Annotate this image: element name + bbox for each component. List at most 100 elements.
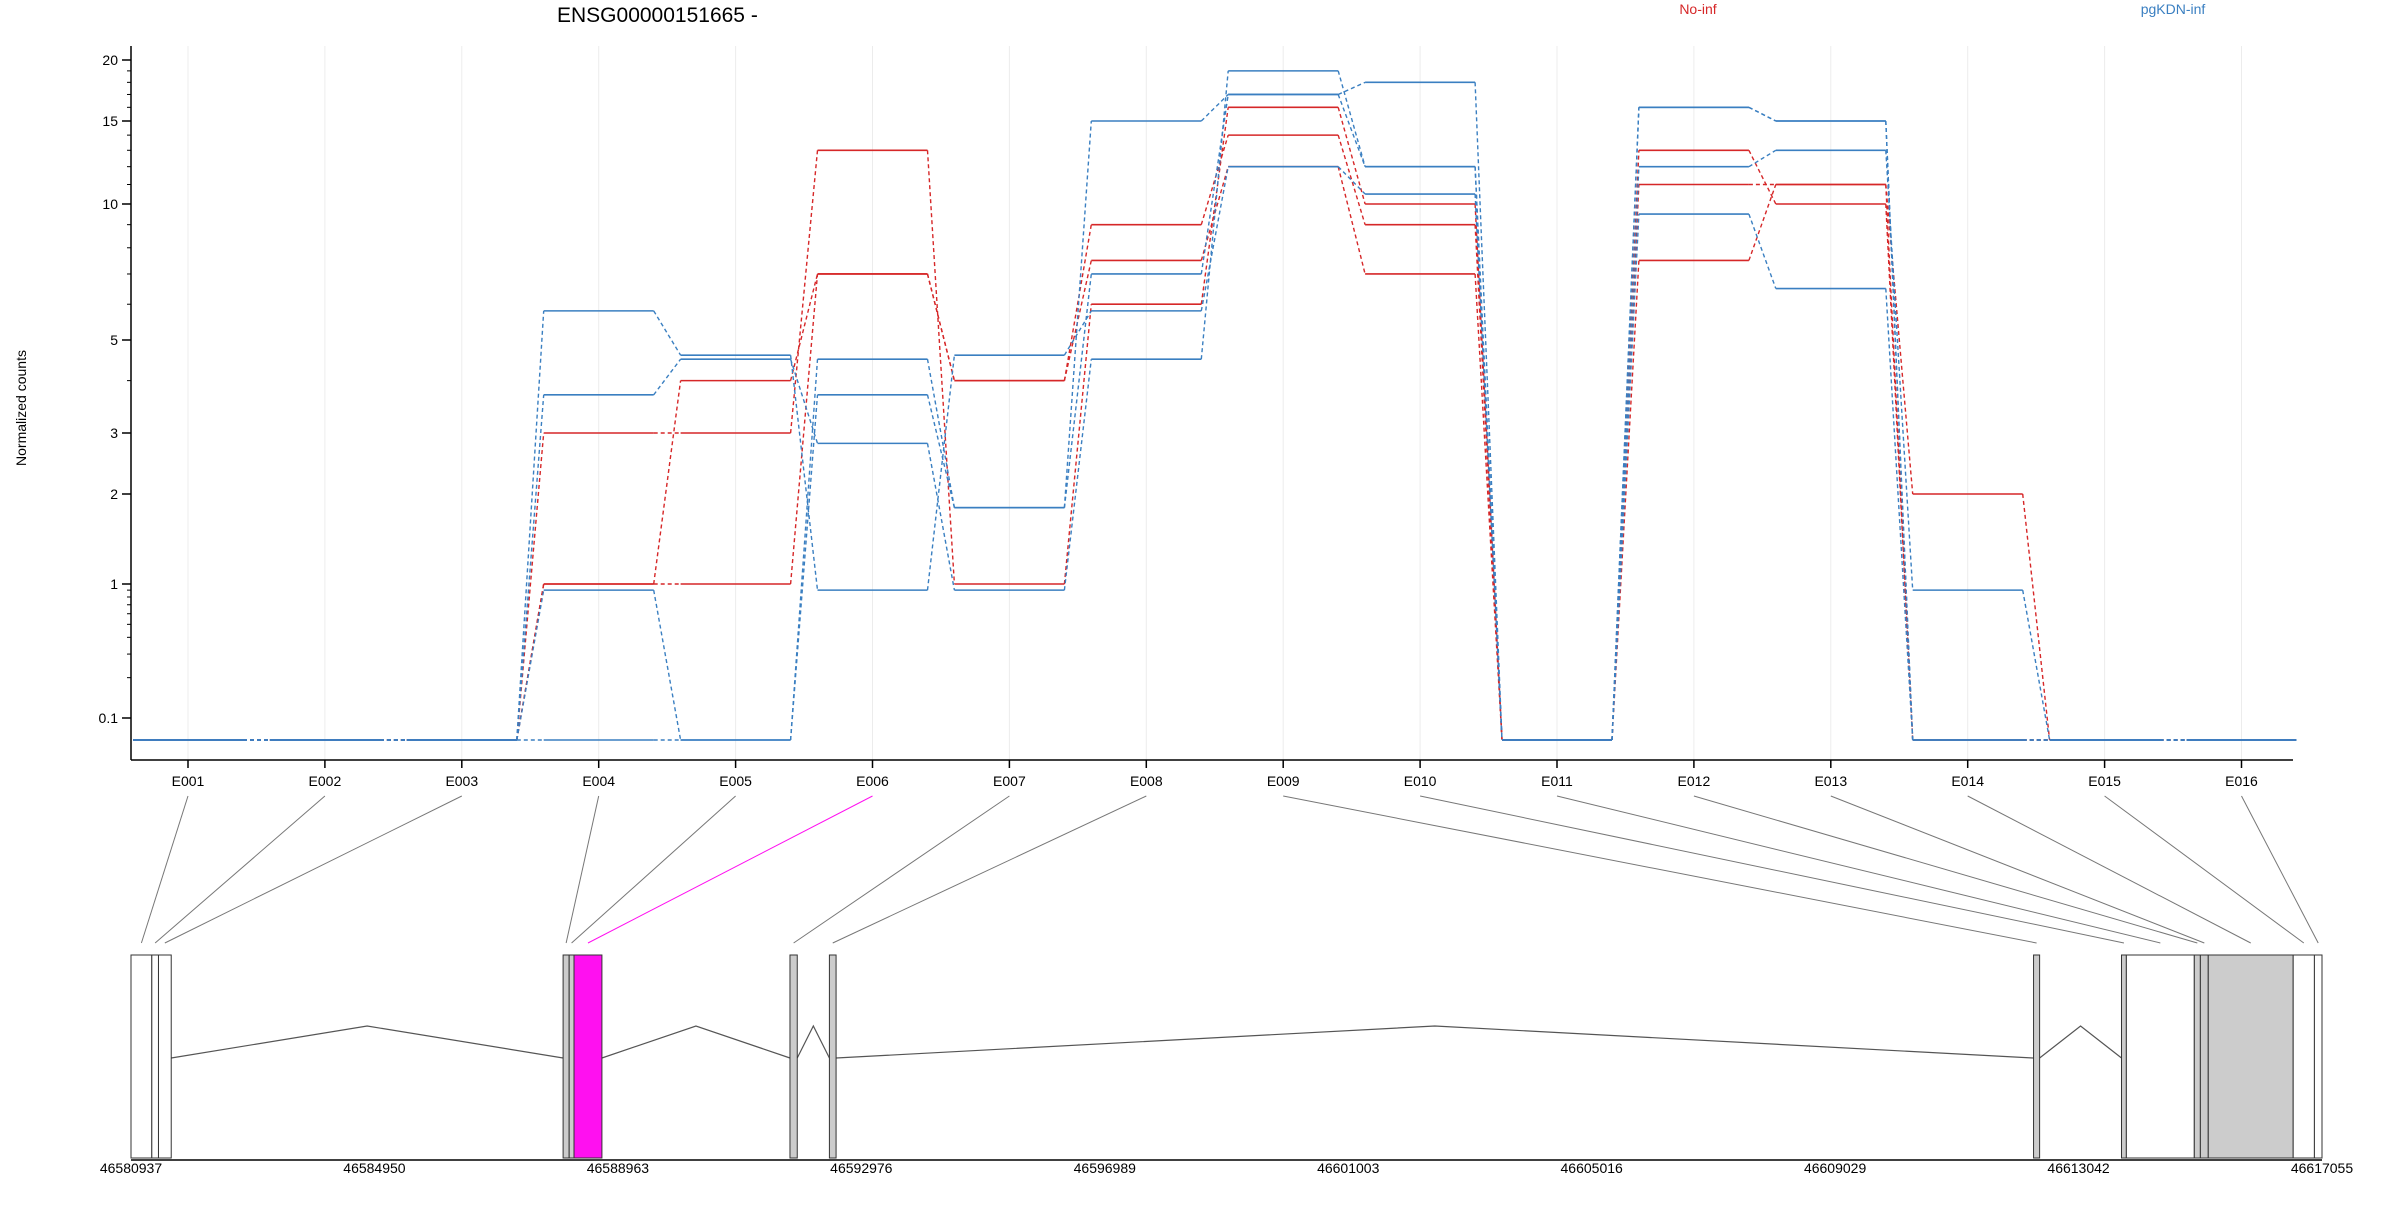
exon-box-e003 [157, 954, 172, 1159]
series-connector [1063, 273, 1092, 508]
genomic-coordinate-label: 46596989 [1074, 1160, 1137, 1176]
series-connector [1337, 70, 1366, 167]
exon-connector-e016 [2241, 795, 2319, 944]
x-tick-label-e010: E010 [1404, 773, 1437, 789]
x-tick-label-e006: E006 [856, 773, 889, 789]
exon-connector-e009 [1283, 795, 2037, 944]
exon-box-e002 [151, 954, 159, 1159]
series-7 [133, 93, 2297, 741]
series-connector [926, 273, 956, 381]
series-connector [1063, 304, 1092, 585]
x-tick-label-e015: E015 [2088, 773, 2121, 789]
series-connector [1611, 184, 1640, 741]
exon-box-e010 [2121, 954, 2127, 1159]
series-1 [133, 134, 2297, 741]
grid-lines [187, 46, 2242, 760]
genomic-coordinate-label: 46584950 [343, 1160, 406, 1176]
genomic-coordinate-label: 46588963 [587, 1160, 650, 1176]
series-connector [789, 273, 819, 585]
exon-connector-e013 [1830, 795, 2205, 944]
series-connector [653, 590, 682, 741]
intron-line [601, 1025, 791, 1059]
exon-box-e006 [573, 954, 603, 1159]
series-connector [926, 355, 956, 591]
legend-item-pgkdn-inf: pgKDN-inf [2141, 1, 2206, 17]
x-tick-label-e012: E012 [1678, 773, 1711, 789]
x-tick-label-e013: E013 [1814, 773, 1847, 789]
exon-box-e007 [789, 954, 798, 1159]
chart-title: ENSG00000151665 - [557, 4, 758, 27]
series-lines [133, 70, 2297, 741]
series-connector [926, 394, 956, 508]
intron-line [171, 1025, 564, 1059]
series-connector [516, 590, 545, 741]
series-connector [1200, 94, 1229, 275]
exon-connector-e003 [164, 795, 463, 944]
genomic-coordinate-label: 46601003 [1317, 1160, 1380, 1176]
x-tick-label-e007: E007 [993, 773, 1026, 789]
series-connector [1200, 93, 1229, 122]
genomic-coordinate-label: 46609029 [1804, 1160, 1867, 1176]
x-tick-label-e009: E009 [1267, 773, 1300, 789]
series-connector [1474, 273, 1503, 741]
series-connector [1337, 134, 1366, 225]
exon-box-e012 [2193, 954, 2201, 1159]
exon-connector-e004 [565, 795, 600, 944]
exon-connector-e011 [1556, 795, 2161, 944]
series-connector [653, 310, 682, 356]
series-connector [1200, 166, 1229, 312]
series-connector [1611, 166, 1640, 741]
series-connector [926, 150, 956, 585]
series-connector [1337, 166, 1366, 195]
exon-connector-e005 [571, 795, 736, 944]
series-connector [516, 432, 545, 741]
series-connector [1474, 82, 1503, 741]
exon-box-e009 [2033, 954, 2041, 1159]
series-connector [1337, 166, 1366, 275]
exon-box-e013 [2199, 954, 2209, 1159]
series-connector [2022, 493, 2051, 741]
exon-connector-e002 [154, 795, 326, 944]
x-tick-label-e014: E014 [1951, 773, 1984, 789]
exon-box-e008 [828, 954, 837, 1159]
exon-connector-e001 [140, 795, 189, 944]
series-connector [1748, 149, 1777, 168]
y-tick-label: 1 [110, 576, 118, 592]
series-2 [133, 106, 2297, 741]
exon-box-e015 [2292, 954, 2315, 1159]
exon-connector-e008 [832, 795, 1147, 944]
genomic-coordinate-label: 46617055 [2291, 1160, 2354, 1176]
series-connector [653, 380, 682, 585]
y-tick-label: 15 [102, 113, 118, 129]
series-connector [1885, 288, 1914, 741]
x-tick-label-e005: E005 [719, 773, 752, 789]
series-connector [516, 394, 545, 741]
series-connector [1474, 203, 1503, 741]
series-connector [1885, 150, 1914, 591]
series-connector [1063, 224, 1092, 381]
series-connector [1611, 107, 1640, 741]
exon-connector-e010 [1419, 795, 2125, 944]
series-connector [1200, 107, 1229, 305]
x-tick-label-e004: E004 [582, 773, 615, 789]
x-tick-label-e001: E001 [172, 773, 205, 789]
exon-connector-e015 [2104, 795, 2305, 944]
series-connector [789, 394, 819, 741]
series-connector [516, 310, 545, 741]
y-tick-label: 3 [110, 425, 118, 441]
exon-box-e016 [2313, 954, 2323, 1159]
intron-line [2039, 1025, 2122, 1059]
series-connector [1200, 70, 1229, 360]
legend-item-no-inf: No-inf [1679, 1, 1716, 17]
series-connector [789, 150, 819, 434]
y-tick-label: 0.1 [99, 710, 119, 726]
series-5 [133, 70, 2297, 741]
x-tick-label-e002: E002 [309, 773, 342, 789]
series-connector [1748, 106, 1777, 122]
exon-connectors [140, 795, 2319, 944]
exon-box-e004 [562, 954, 570, 1159]
series-connector [789, 358, 819, 444]
genomic-coordinate-label: 46613042 [2047, 1160, 2110, 1176]
series-connector [1474, 193, 1503, 741]
